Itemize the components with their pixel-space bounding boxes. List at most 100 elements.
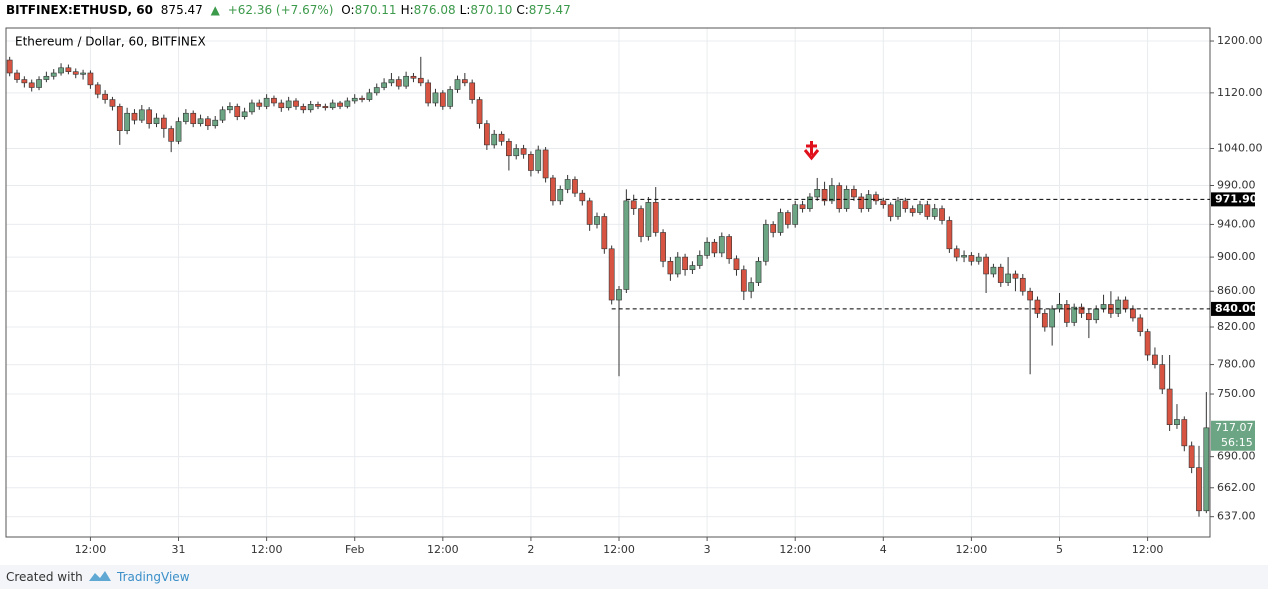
y-tick-label: 780.00 bbox=[1217, 358, 1256, 371]
x-tick-label: 31 bbox=[172, 543, 186, 556]
candle-body bbox=[1019, 277, 1026, 292]
symbol: BITFINEX:ETHUSD, 60 bbox=[6, 3, 153, 17]
candle-body bbox=[726, 236, 733, 260]
candle-body bbox=[689, 265, 696, 271]
candle-body bbox=[623, 200, 630, 290]
candle-body bbox=[1093, 308, 1100, 321]
candle-body bbox=[990, 266, 997, 275]
y-tick-label: 900.00 bbox=[1217, 250, 1256, 263]
candle-body bbox=[469, 82, 476, 100]
candle-body bbox=[718, 236, 725, 254]
candle-body bbox=[858, 196, 865, 209]
candle-body bbox=[315, 104, 321, 107]
ohlc-value: 870.10 bbox=[470, 3, 513, 17]
footer: Created with TradingView bbox=[0, 565, 1268, 589]
candle-body bbox=[483, 123, 490, 146]
candle-body bbox=[109, 99, 116, 107]
y-tick-label: 662.00 bbox=[1217, 481, 1256, 494]
y-tick-label: 1040.00 bbox=[1217, 142, 1263, 155]
y-tick-label: 820.00 bbox=[1217, 320, 1256, 333]
candle-body bbox=[821, 189, 828, 202]
candle-body bbox=[1152, 354, 1158, 365]
candle-body bbox=[1071, 306, 1078, 323]
candle-body bbox=[851, 189, 857, 198]
candle-body bbox=[6, 59, 13, 74]
candle-body bbox=[256, 102, 263, 107]
candle-body bbox=[212, 119, 219, 127]
candle-body bbox=[1027, 290, 1034, 301]
x-tick-label: 12:00 bbox=[779, 543, 811, 556]
candle-body bbox=[1056, 304, 1063, 310]
x-tick-label: 12:00 bbox=[251, 543, 283, 556]
candle-body bbox=[285, 100, 292, 109]
header: BITFINEX:ETHUSD, 60 875.47 ▲ +62.36 (+7.… bbox=[6, 3, 579, 17]
candle-body bbox=[1166, 388, 1173, 425]
x-tick-label: 2 bbox=[527, 543, 534, 556]
candle-body bbox=[271, 97, 277, 104]
candle-body bbox=[293, 100, 299, 107]
candle-body bbox=[1100, 304, 1107, 310]
candle-body bbox=[146, 109, 153, 124]
candle-body bbox=[278, 102, 285, 109]
chart: Ethereum / Dollar, 60, BITFINEX 1200.00 1… bbox=[5, 27, 1263, 556]
last: 875.47 bbox=[160, 3, 203, 17]
candle-body bbox=[968, 255, 975, 262]
candle-body bbox=[1078, 306, 1085, 314]
x-tick-label: 12:00 bbox=[1132, 543, 1164, 556]
y-tick-label: 1120.00 bbox=[1217, 86, 1263, 99]
candle-body bbox=[865, 194, 872, 209]
candle-body bbox=[58, 67, 64, 74]
candle-body bbox=[1041, 313, 1048, 328]
candle-body bbox=[542, 149, 549, 179]
last-price-box bbox=[1211, 420, 1255, 451]
candle-body bbox=[1196, 467, 1202, 512]
candle-body bbox=[1188, 445, 1195, 468]
footer-brand[interactable]: TradingView bbox=[117, 570, 190, 584]
candle-body bbox=[799, 204, 806, 209]
x-tick-label: 4 bbox=[880, 543, 887, 556]
candle-body bbox=[410, 75, 417, 79]
last-price-label: 717.07 bbox=[1215, 421, 1254, 434]
candle-body bbox=[887, 204, 894, 217]
candle-body bbox=[564, 179, 571, 190]
x-tick-label: 5 bbox=[1056, 543, 1063, 556]
ohlc-value: 875.47 bbox=[528, 3, 571, 17]
candle-body bbox=[557, 189, 564, 202]
candle-body bbox=[931, 208, 938, 217]
candle-body bbox=[1085, 313, 1092, 321]
candle-body bbox=[182, 112, 189, 122]
level-label: 840.00 bbox=[1215, 302, 1258, 315]
candle-body bbox=[307, 104, 314, 111]
candle-body bbox=[160, 117, 167, 129]
candle-body bbox=[454, 79, 461, 90]
candle-body bbox=[116, 106, 123, 131]
candle-body bbox=[983, 256, 989, 275]
level-label: 971.90 bbox=[1215, 192, 1258, 205]
x-tick-label: 12:00 bbox=[75, 543, 107, 556]
candle-body bbox=[513, 148, 520, 157]
candle-body bbox=[344, 100, 351, 107]
candle-body bbox=[594, 216, 600, 225]
candle-body bbox=[43, 75, 50, 80]
candle-body bbox=[417, 77, 424, 84]
candle-body bbox=[572, 179, 578, 194]
candle-body bbox=[997, 266, 1004, 283]
candle-body bbox=[366, 92, 373, 100]
candle-body bbox=[784, 212, 791, 225]
candle-body bbox=[924, 204, 931, 217]
candle-body bbox=[205, 118, 211, 127]
x-tick-label: 3 bbox=[704, 543, 711, 556]
candle-body bbox=[241, 111, 248, 117]
countdown: 56:15 bbox=[1221, 436, 1253, 449]
candle-body bbox=[528, 154, 534, 171]
candle-body bbox=[645, 202, 652, 237]
candle-body bbox=[520, 148, 527, 155]
candle-body bbox=[550, 177, 556, 202]
grid bbox=[6, 28, 1210, 537]
ohlc: O:870.11 H:876.08 L:870.10 C:875.47 bbox=[341, 3, 575, 17]
candle-body bbox=[1005, 273, 1011, 283]
candle-body bbox=[219, 109, 226, 121]
candle-body bbox=[807, 196, 813, 209]
candle-body bbox=[660, 232, 666, 262]
candle-body bbox=[249, 102, 255, 113]
